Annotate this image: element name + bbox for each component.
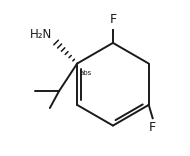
Text: F: F	[109, 13, 116, 26]
Text: H₂N: H₂N	[30, 28, 52, 41]
Text: F: F	[149, 121, 156, 134]
Text: abs: abs	[79, 70, 92, 76]
